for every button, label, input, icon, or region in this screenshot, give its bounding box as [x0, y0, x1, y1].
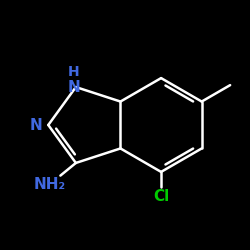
Text: N: N — [67, 80, 80, 94]
Text: Cl: Cl — [153, 189, 169, 204]
Text: NH₂: NH₂ — [34, 176, 66, 192]
Text: H: H — [68, 64, 79, 78]
Text: N: N — [30, 118, 43, 132]
